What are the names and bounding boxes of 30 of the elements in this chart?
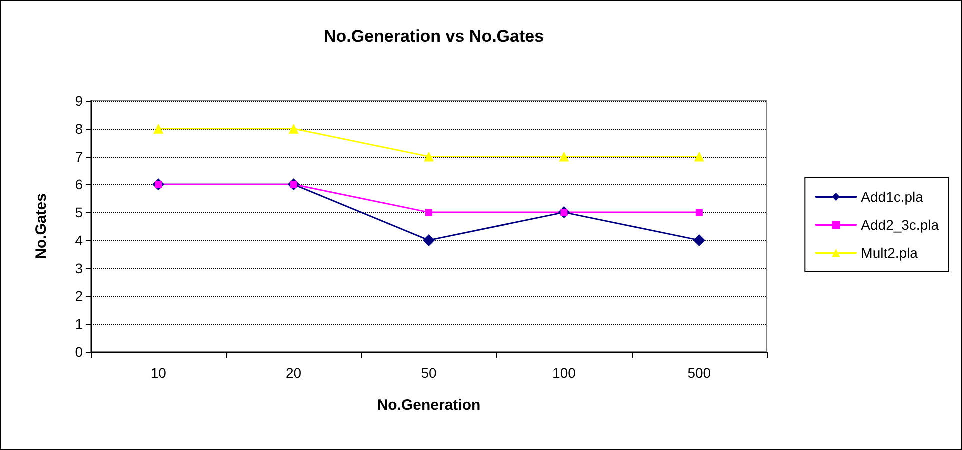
x-axis-title: No.Generation (377, 397, 481, 414)
chart-title: No.Generation vs No.Gates (324, 27, 544, 46)
y-tick-label: 0 (75, 344, 84, 360)
point (693, 234, 706, 246)
x-tick-label: 500 (688, 365, 712, 381)
legend-label: Add1c.pla (861, 189, 924, 205)
legend-label: Mult2.pla (861, 245, 918, 261)
x-tick-label: 20 (286, 365, 302, 381)
x-tick-label: 50 (421, 365, 437, 381)
y-tick-label: 6 (75, 176, 84, 193)
y-tick-label: 5 (75, 204, 84, 221)
point (154, 124, 164, 134)
x-tick-label: 100 (552, 365, 576, 381)
y-axis-title: No.Gates (33, 194, 50, 260)
point (426, 209, 432, 216)
y-tick-label: 2 (75, 288, 84, 304)
point (694, 152, 704, 162)
point (696, 209, 703, 216)
point (288, 124, 299, 134)
y-tick-label: 4 (75, 232, 84, 248)
legend-label: Add2_3c.pla (861, 217, 940, 233)
y-tick-label: 9 (75, 93, 84, 109)
y-tick-label: 8 (75, 120, 84, 137)
y-tick-label: 1 (75, 316, 84, 332)
y-tick-label: 7 (75, 148, 84, 165)
point (559, 152, 570, 162)
point (424, 152, 434, 162)
x-tick-label: 10 (150, 365, 167, 381)
y-tick-label: 3 (75, 260, 84, 276)
point (423, 234, 435, 246)
